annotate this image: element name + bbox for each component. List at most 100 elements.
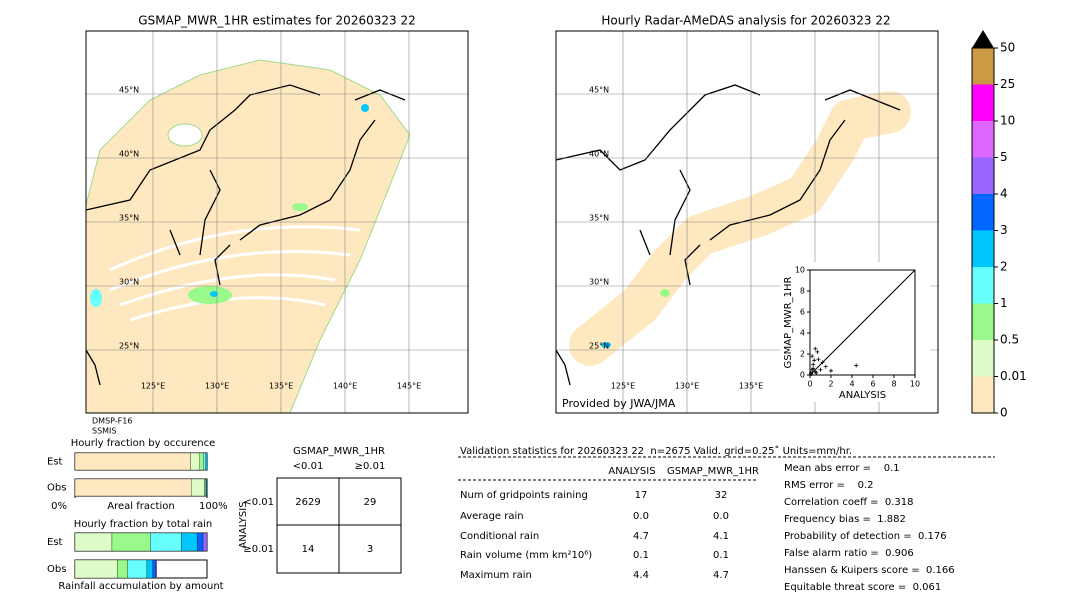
- bar-segment: [191, 478, 205, 497]
- table-cell: 3: [367, 544, 373, 555]
- lat-label: 45°N: [119, 86, 139, 95]
- colorbar-segment: [972, 340, 994, 377]
- row-header: <0.01: [243, 497, 274, 508]
- colorbar-label: 2: [1000, 260, 1008, 274]
- score: Hanssen & Kuipers score = 0.166: [784, 565, 955, 576]
- lat-label: 45°N: [589, 86, 609, 95]
- stat-value: 0.1: [633, 550, 649, 561]
- bar-segment: [196, 532, 204, 552]
- column-header: ≥0.01: [355, 461, 386, 472]
- x-axis-label: Areal fraction: [107, 501, 174, 512]
- colorbar-segment: [972, 267, 994, 304]
- lon-label: 135°E: [739, 382, 763, 391]
- stat-value: 4.7: [713, 570, 729, 581]
- scatter-point: [818, 367, 823, 372]
- table-cell: 2629: [295, 497, 320, 508]
- scatter-point: [813, 346, 818, 351]
- x-tick-label: 6: [870, 380, 875, 389]
- lat-label: 35°N: [589, 214, 609, 223]
- column-header: GSMAP_MWR_1HR: [667, 466, 759, 477]
- lat-label: 25°N: [589, 342, 609, 351]
- sensor-label: SSMIS: [92, 427, 117, 436]
- scatter-point: [820, 360, 825, 365]
- table-cell: 14: [302, 544, 315, 555]
- row-header: ≥0.01: [243, 544, 274, 555]
- stat-label: Average rain: [460, 511, 524, 522]
- bar-segment: [205, 452, 208, 471]
- scatter-point: [814, 370, 819, 375]
- y-tick-label: 2: [800, 350, 805, 359]
- x-axis-label: ANALYSIS: [839, 390, 886, 401]
- y-tick-label: 10: [795, 266, 805, 275]
- column-header: ANALYSIS: [608, 466, 655, 477]
- map-title: Hourly Radar-AMeDAS analysis for 2026032…: [601, 14, 890, 28]
- bar-segment: [74, 532, 113, 552]
- x-tick-label: 2: [828, 380, 833, 389]
- x-tick-label: 8: [891, 380, 896, 389]
- stat-value: 0.0: [713, 511, 729, 522]
- bar-segment: [127, 559, 148, 579]
- bar-segment: [150, 532, 182, 552]
- x-tick-label: 100%: [199, 501, 228, 512]
- bar-segment: [152, 559, 156, 579]
- x-tick-label: 10: [910, 380, 920, 389]
- bar-segment: [199, 452, 204, 471]
- score: Equitable threat score = 0.061: [784, 582, 941, 593]
- stat-label: Num of gridpoints raining: [460, 490, 588, 501]
- bar-segment: [190, 452, 200, 471]
- colorbar-segment: [972, 121, 994, 158]
- score: Correlation coeff = 0.318: [784, 497, 914, 508]
- colorbar-label: 4: [1000, 187, 1008, 201]
- lon-label: 130°E: [205, 382, 229, 391]
- category-label: Obs: [47, 564, 66, 575]
- colorbar-segment: [972, 230, 994, 267]
- bar-segment: [202, 532, 208, 552]
- lat-label: 35°N: [119, 214, 139, 223]
- colorbar-segment: [972, 84, 994, 121]
- bar-segment: [74, 478, 192, 497]
- colorbar-segment: [972, 376, 994, 413]
- y-tick-label: 0: [800, 371, 805, 380]
- scatter-point: [809, 371, 814, 376]
- score: False alarm ratio = 0.906: [784, 548, 914, 559]
- bar-segment: [117, 559, 128, 579]
- bar-segment: [204, 478, 206, 497]
- score: Frequency bias = 1.882: [784, 514, 906, 525]
- stat-value: 17: [635, 490, 648, 501]
- y-tick-label: 8: [800, 287, 805, 296]
- lat-label: 30°N: [589, 278, 609, 287]
- colorbar-label: 0.01: [1000, 369, 1027, 383]
- lon-label: 125°E: [611, 382, 635, 391]
- bar-segment: [74, 559, 118, 579]
- scatter-point: [829, 368, 833, 373]
- score: Mean abs error = 0.1: [784, 463, 900, 474]
- colorbar-segment: [972, 303, 994, 340]
- colorbar-label: 5: [1000, 150, 1008, 164]
- scatter-point: [823, 364, 828, 369]
- map-title: GSMAP_MWR_1HR estimates for 20260323 22: [138, 14, 415, 28]
- lat-label: 30°N: [119, 278, 139, 287]
- y-axis-label: GSMAP_MWR_1HR: [783, 277, 794, 369]
- table-title: GSMAP_MWR_1HR: [293, 446, 385, 457]
- column-header: <0.01: [293, 461, 324, 472]
- y-tick-label: 4: [800, 329, 805, 338]
- sensor-label: DMSP-F16: [92, 417, 132, 426]
- category-label: Obs: [47, 483, 66, 494]
- stat-value: 0.0: [633, 511, 649, 522]
- lon-label: 130°E: [675, 382, 699, 391]
- stat-value: 0.1: [713, 550, 729, 561]
- colorbar-segment: [972, 194, 994, 231]
- scatter-point: [810, 354, 815, 359]
- lat-label: 40°N: [589, 150, 609, 159]
- chart-title: Hourly fraction by total rain: [74, 519, 212, 530]
- lon-label: 145°E: [397, 382, 421, 391]
- lat-label: 40°N: [119, 150, 139, 159]
- score: RMS error = 0.2: [784, 480, 874, 491]
- colorbar-label: 3: [1000, 223, 1008, 237]
- scatter-point: [816, 357, 821, 362]
- colorbar-label: 0: [1000, 406, 1008, 420]
- stat-label: Conditional rain: [460, 531, 539, 542]
- bar-segment: [206, 478, 208, 497]
- y-tick-label: 6: [800, 308, 805, 317]
